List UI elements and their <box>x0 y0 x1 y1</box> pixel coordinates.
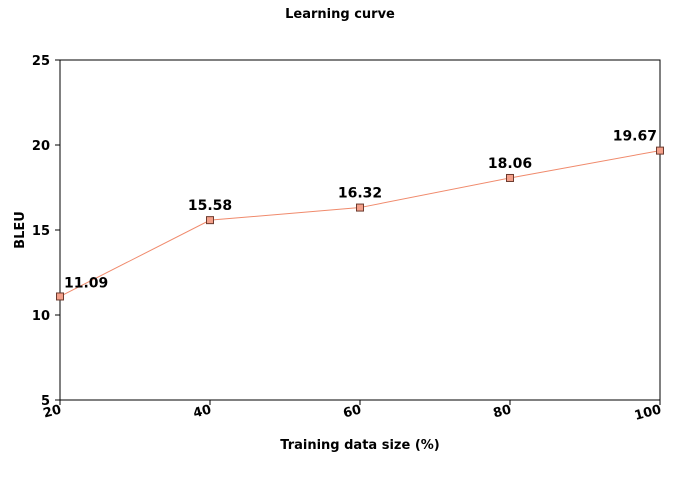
series-line <box>59 150 661 297</box>
data-label: 18.06 <box>488 156 532 172</box>
series-layer: 11.09 15.58 16.32 18.06 19.67 <box>56 129 664 301</box>
data-point-marker <box>206 216 214 225</box>
x-tick-label: 40 <box>192 402 213 421</box>
y-tick-label: 20 <box>32 139 50 154</box>
data-point-marker <box>356 203 364 212</box>
y-tick-label: 10 <box>32 309 50 324</box>
x-axis: 20 40 60 80 100 <box>42 400 663 424</box>
data-label: 16.32 <box>338 186 382 202</box>
data-point-marker <box>506 173 514 182</box>
y-tick-label: 5 <box>41 394 50 409</box>
data-label: 11.09 <box>64 275 108 291</box>
data-label: 15.58 <box>188 198 232 214</box>
y-tick-label: 15 <box>32 224 50 239</box>
y-axis-label: BLEU <box>13 211 28 249</box>
chart-title: Learning curve <box>285 7 395 22</box>
x-axis-label: Training data size (%) <box>280 438 439 453</box>
y-axis: 5 10 15 20 25 <box>32 54 60 409</box>
x-tick-label: 80 <box>492 402 513 421</box>
data-label: 19.67 <box>613 129 657 145</box>
plot-area-frame <box>59 59 661 401</box>
data-point-marker <box>56 292 64 301</box>
x-tick-label: 100 <box>633 402 663 424</box>
data-point-marker <box>656 146 664 155</box>
x-tick-label: 60 <box>342 402 363 421</box>
x-tick-label: 20 <box>42 402 63 421</box>
y-tick-label: 25 <box>32 54 50 69</box>
